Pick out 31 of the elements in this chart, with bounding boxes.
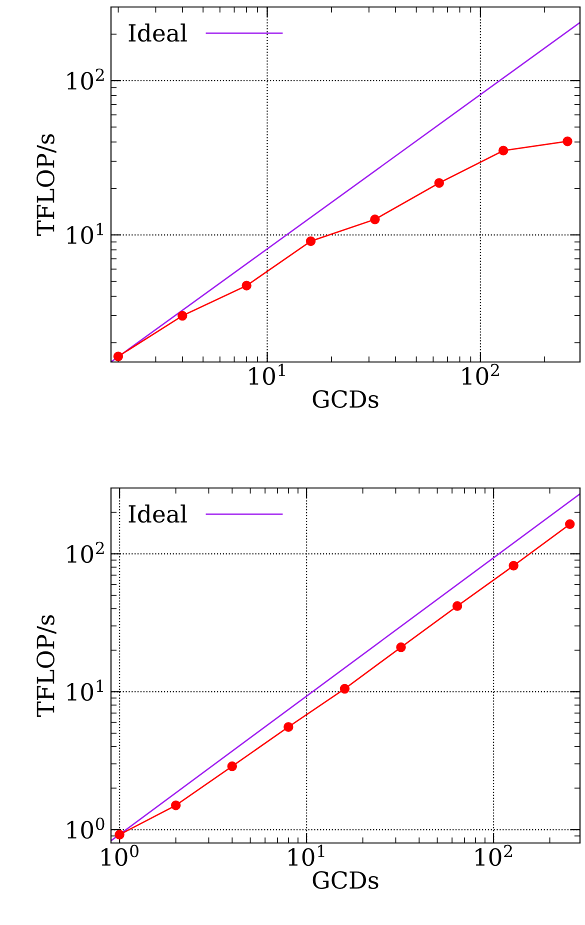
point (227, 761, 237, 772)
point (114, 830, 124, 840)
point (242, 280, 252, 290)
point (562, 136, 572, 146)
point (565, 519, 575, 530)
y-tick-label: 10$^{0}$ (67, 818, 104, 839)
point (113, 352, 124, 362)
y-tick-label: 10$^{1}$ (67, 222, 104, 244)
point (284, 722, 294, 732)
y-tick-label: 10$^{1}$ (67, 680, 104, 701)
point (170, 800, 181, 810)
x-tick-label: 10$^{0}$ (102, 844, 138, 866)
point (370, 214, 380, 224)
legend-label: Ideal (128, 24, 187, 42)
point (340, 684, 350, 694)
x-tick-label: 10$^{1}$ (288, 844, 324, 866)
x-axis-title: GCDs (312, 871, 378, 889)
point (178, 310, 188, 321)
y-axis-title: TFLOP/s (36, 615, 56, 717)
x-axis-title: GCDs (312, 390, 378, 408)
legend-label: Ideal (128, 504, 187, 523)
x-tick-label: 10$^{2}$ (476, 844, 512, 866)
point (396, 642, 406, 652)
point (498, 146, 508, 156)
y-tick-label: 10$^{2}$ (67, 68, 104, 90)
point (452, 601, 462, 611)
y-axis-title: TFLOP/s (36, 134, 56, 236)
point (508, 560, 518, 571)
y-tick-label: 10$^{2}$ (67, 542, 104, 563)
point (306, 236, 316, 246)
point (434, 178, 444, 188)
